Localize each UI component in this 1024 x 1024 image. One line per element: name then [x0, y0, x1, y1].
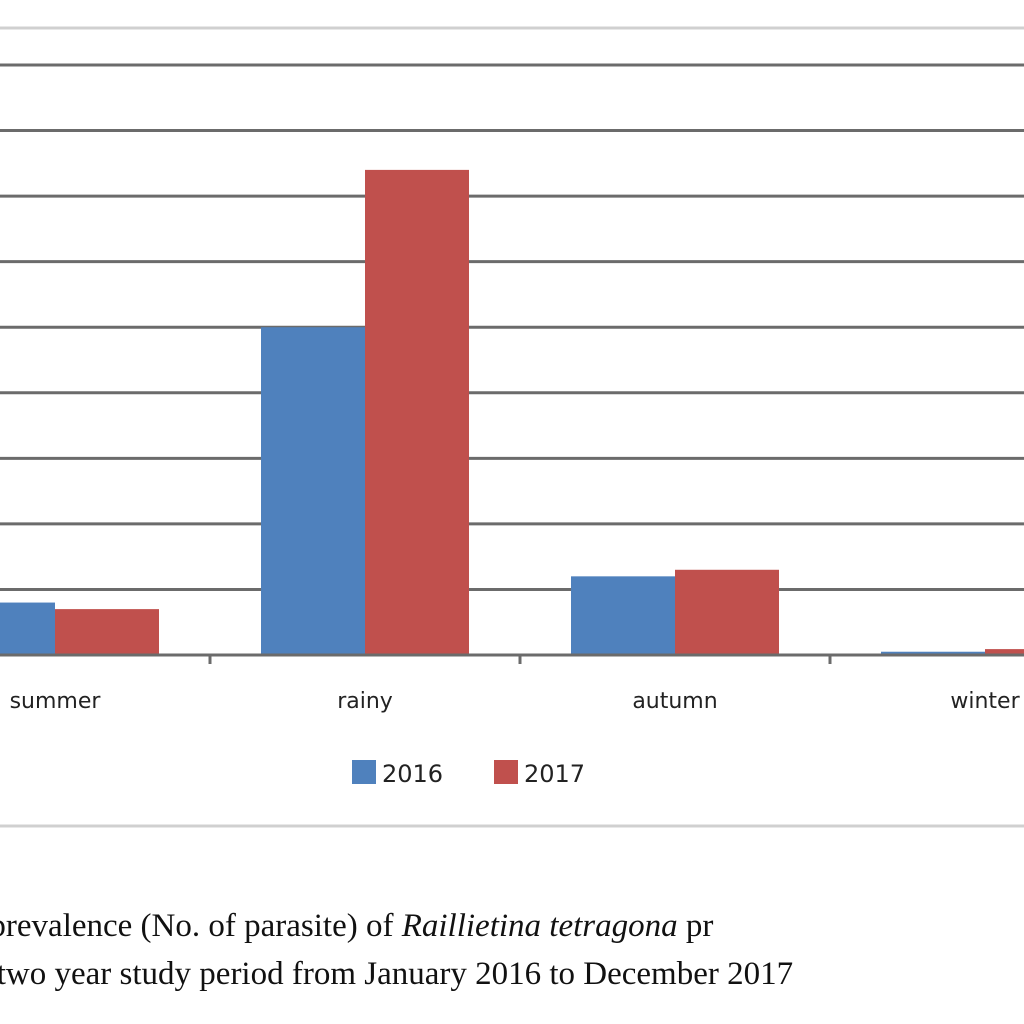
chart-border [0, 26, 1024, 828]
bar-autumn-2017 [675, 569, 779, 655]
bar-rainy-2016 [261, 327, 365, 655]
bar-summer-2016 [0, 602, 55, 655]
legend-swatch-2017 [494, 760, 518, 784]
legend: 2016 2017 [352, 760, 585, 788]
bar-winter-2017 [985, 649, 1024, 655]
caption-text-2: pr [677, 908, 714, 944]
caption-text-1: l prevalence (No. of parasite) of [0, 908, 402, 944]
bar-autumn-2016 [571, 576, 675, 655]
bar-summer-2017 [55, 609, 159, 655]
category-label-autumn: autumn [632, 689, 717, 714]
legend-label-2016: 2016 [382, 760, 443, 788]
legend-label-2017: 2017 [524, 760, 585, 788]
category-labels: summer rainy autumn winter [10, 689, 1021, 714]
bar-rainy-2017 [365, 169, 469, 655]
bar-winter-2016 [881, 651, 985, 655]
x-axis [0, 653, 1024, 664]
caption-line-1: l prevalence (No. of parasite) of Railli… [0, 902, 1024, 950]
caption-species: Raillietina tetragona [401, 908, 678, 944]
caption-line-2: g two year study period from January 201… [0, 956, 794, 992]
legend-swatch-2016 [352, 760, 376, 784]
category-label-summer: summer [10, 689, 102, 714]
gridlines [0, 63, 1024, 591]
bars [0, 169, 1024, 655]
bar-chart: summer rainy autumn winter 2016 2017 [0, 26, 1024, 828]
category-label-rainy: rainy [337, 689, 393, 714]
figure-caption: l prevalence (No. of parasite) of Railli… [0, 902, 1024, 998]
category-label-winter: winter [950, 689, 1020, 714]
